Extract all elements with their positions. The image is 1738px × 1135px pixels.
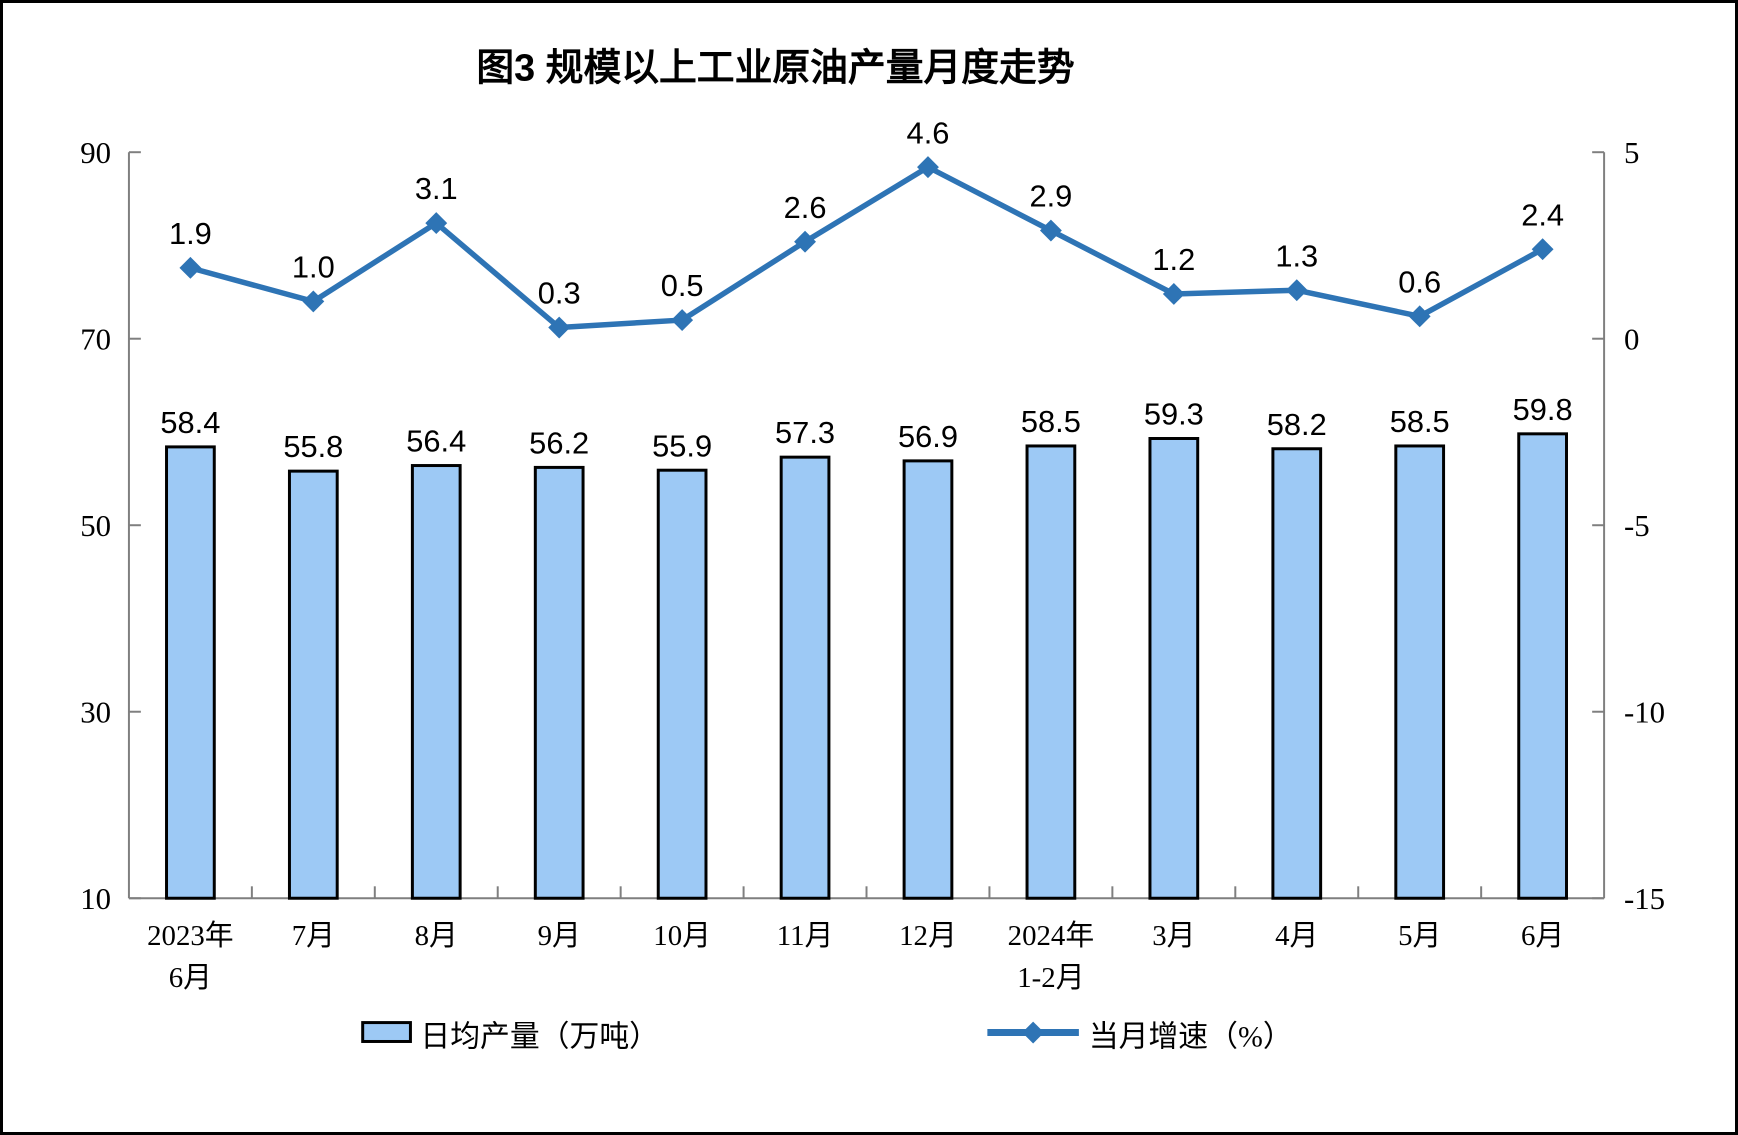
legend-bar-swatch-icon: [361, 1021, 412, 1043]
bar: [165, 445, 216, 900]
growth-line: [187, 164, 1546, 331]
bar-value-label: 56.9: [898, 419, 958, 454]
bar: [1271, 447, 1323, 900]
x-category-label: 11月: [777, 920, 834, 952]
right-axis-tick-label: -15: [1624, 882, 1665, 916]
bar: [410, 464, 462, 900]
bar: [779, 455, 831, 900]
bar: [533, 465, 585, 900]
diamond-marker-icon: [1039, 219, 1062, 242]
bar-value-label: 58.2: [1267, 407, 1327, 442]
right-axis-tick-label: -10: [1624, 696, 1665, 730]
bar-value-label: 56.4: [406, 424, 466, 459]
line-value-labels: 1.9 1.0 3.1 0.3 0.5 2.6 4.6 2.9 1.2 1.3 0.6 2.4: [169, 115, 1564, 310]
line-value-label: 2.4: [1521, 197, 1564, 232]
x-category-label: 7月: [292, 920, 335, 952]
legend: 日均产量（万吨） 当月增速（%）: [361, 1020, 1293, 1053]
legend-line-label: 当月增速（%）: [1089, 1020, 1293, 1053]
x-category-label: 2023年: [147, 920, 234, 952]
right-axis-tick-label: 0: [1624, 323, 1639, 357]
x-category-label: 1-2月: [1017, 962, 1084, 994]
line-value-label: 0.5: [661, 268, 704, 303]
line-value-label: 4.6: [907, 115, 950, 150]
diamond-marker-icon: [1408, 305, 1431, 328]
bar-value-label: 58.5: [1021, 404, 1081, 439]
x-category-label: 9月: [538, 920, 581, 952]
line-value-label: 1.9: [169, 216, 212, 251]
x-category-label: 12月: [899, 920, 957, 952]
bar-value-label: 58.5: [1390, 404, 1450, 439]
diamond-marker-icon: [1531, 238, 1554, 261]
bar: [1394, 444, 1446, 900]
bar: [656, 468, 708, 900]
chart-canvas: 图3 规模以上工业原油产量月度走势 10 30 50 70 90 -15 -10 -5 0 5 5…: [80, 48, 1665, 1054]
x-category-label: 8月: [415, 920, 458, 952]
legend-diamond-marker-icon: [1022, 1021, 1045, 1044]
bar-value-labels: 58.4 55.8 56.4 56.2 55.9 57.3 56.9 58.5 59.3 58.2…: [160, 392, 1572, 464]
bar: [1148, 437, 1200, 900]
bar-value-label: 55.8: [283, 429, 343, 464]
left-axis-tick-label: 70: [80, 323, 111, 357]
bar: [902, 459, 954, 900]
x-category-label: 6月: [169, 962, 212, 994]
right-axis-tick-label: -5: [1624, 509, 1650, 543]
left-axis-tick-label: 50: [80, 509, 111, 543]
line-value-label: 3.1: [415, 171, 458, 206]
bar-value-label: 55.9: [652, 428, 712, 463]
bar: [287, 469, 339, 900]
bar-value-label: 59.8: [1513, 392, 1573, 427]
x-category-label: 10月: [653, 920, 711, 952]
bar: [1025, 444, 1077, 900]
line-value-label: 0.3: [538, 276, 581, 311]
chart-title: 图3 规模以上工业原油产量月度走势: [476, 48, 1074, 90]
x-category-label: 4月: [1275, 920, 1318, 952]
axes: 10 30 50 70 90 -15 -10 -5 0 5: [80, 136, 1665, 916]
left-axis-tick-label: 30: [80, 696, 111, 730]
bar-value-label: 58.4: [160, 405, 220, 440]
x-axis-labels: 2023年 6月 7月 8月 9月 10月 11月 12月 2024年 1-2月 3月 4月 5月 6月: [147, 920, 1564, 994]
diamond-marker-icon: [179, 256, 202, 279]
bar-value-label: 59.3: [1144, 397, 1204, 432]
line-value-label: 2.9: [1029, 179, 1072, 214]
left-axis-tick-label: 10: [80, 882, 111, 916]
x-category-label: 3月: [1152, 920, 1195, 952]
line-value-label: 1.2: [1152, 242, 1195, 277]
x-category-label: 6月: [1521, 920, 1564, 952]
x-category-label: 2024年: [1008, 920, 1095, 952]
diamond-marker-icon: [1162, 283, 1185, 305]
line-series: [179, 156, 1554, 339]
bar-value-label: 57.3: [775, 415, 835, 450]
bar: [1517, 432, 1568, 900]
diamond-marker-icon: [917, 156, 939, 179]
diamond-marker-icon: [794, 230, 816, 253]
bar-series: [165, 432, 1568, 900]
bar-value-label: 56.2: [529, 425, 589, 460]
diamond-marker-icon: [1285, 279, 1308, 302]
line-value-label: 0.6: [1398, 264, 1441, 299]
line-value-label: 2.6: [784, 190, 827, 225]
left-axis-tick-label: 90: [80, 136, 111, 170]
line-value-label: 1.0: [292, 250, 335, 285]
x-category-label: 5月: [1398, 920, 1441, 952]
line-value-label: 1.3: [1275, 238, 1318, 273]
legend-bar-label: 日均产量（万吨）: [420, 1020, 659, 1053]
right-axis-tick-label: 5: [1624, 136, 1639, 170]
